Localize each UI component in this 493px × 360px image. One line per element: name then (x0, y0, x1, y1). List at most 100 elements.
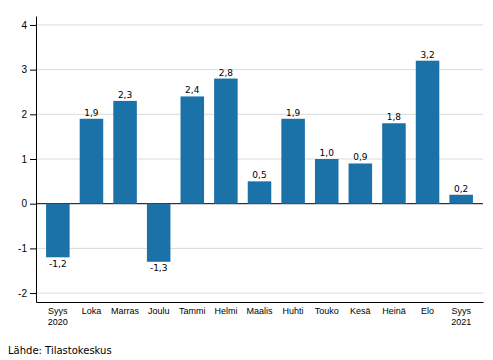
bar (80, 119, 104, 204)
grid-line (36, 24, 483, 25)
x-tick-label: Marras (111, 306, 140, 316)
x-tick-label-line: Loka (82, 306, 102, 316)
x-tick-label-line: Elo (421, 306, 434, 316)
y-tick: 2 (21, 109, 36, 120)
x-tick: Touko (315, 306, 339, 316)
data-label: 2,8 (219, 68, 234, 78)
x-tick-label: Maalis (246, 306, 273, 316)
data-label: 1,9 (84, 108, 99, 118)
bar (416, 61, 440, 204)
bar (281, 119, 305, 204)
x-tick: Huhti (283, 306, 304, 316)
grid-line (36, 293, 483, 294)
y-axis-line (36, 17, 37, 303)
x-tick: Joulu (148, 306, 170, 316)
y-tick: 3 (21, 64, 36, 75)
bar (46, 204, 70, 258)
y-tick-label: -1 (18, 243, 27, 254)
x-tick-label: Kesä (350, 306, 371, 316)
x-tick: Syys2021 (451, 306, 471, 326)
x-tick-label-line: Heinä (382, 306, 406, 316)
x-tick-label: Loka (82, 306, 102, 316)
y-tick-label: 1 (21, 154, 27, 165)
x-axis-line (37, 302, 484, 303)
source: Lähde: Tilastokeskus (8, 345, 112, 356)
x-tick-label: Heinä (382, 306, 406, 316)
data-labels: -1,2 1,9 2,3 -1,3 2,4 2,8 0,5 1,9 1,0 0,9 1,8 3,2 0,… (49, 50, 468, 273)
y-tick-label: 2 (21, 109, 27, 120)
x-tick-label: Huhti (283, 306, 304, 316)
data-label: 1,0 (320, 148, 335, 158)
x-tick-label: Touko (315, 306, 339, 316)
bars (46, 61, 473, 262)
data-label: -1,2 (49, 259, 67, 269)
data-label: 0,5 (252, 170, 266, 180)
bar (181, 96, 205, 203)
x-tick-label: Tammi (179, 306, 206, 316)
x-tick-label: Syys2021 (451, 306, 471, 326)
plot: -2-101234Syys2020LokaMarrasJouluTammiHel… (18, 17, 483, 327)
y-tick-label: -2 (18, 288, 27, 299)
x-tick: Loka (82, 306, 102, 316)
x-tick-label-line: Kesä (350, 306, 371, 316)
bar (382, 123, 406, 203)
x-tick-label-line: Huhti (283, 306, 304, 316)
chart: -2-101234Syys2020LokaMarrasJouluTammiHel… (0, 0, 493, 360)
x-tick: Tammi (179, 306, 206, 316)
data-label: 1,9 (286, 108, 301, 118)
x-tick-label: Elo (421, 306, 434, 316)
x-tick-label-line: Joulu (148, 306, 170, 316)
x-axis: Syys2020LokaMarrasJouluTammiHelmiMaalisH… (37, 303, 484, 327)
x-tick: Syys2020 (48, 306, 68, 326)
x-tick-label-line: Tammi (179, 306, 206, 316)
y-axis: -2 -1 0 1 2 3 4 (18, 17, 36, 303)
y-tick: -1 (18, 243, 36, 254)
x-tick: Maalis (246, 306, 273, 316)
y-tick-mark (30, 248, 36, 249)
y-tick: 4 (21, 20, 36, 31)
x-tick: Elo (421, 306, 434, 316)
y-tick-mark (30, 114, 36, 115)
y-tick-mark (30, 70, 36, 71)
y-tick-label: 3 (21, 64, 27, 75)
x-tick-label-line: Helmi (214, 306, 237, 316)
data-label: 2,4 (185, 85, 200, 95)
x-tick: Helmi (214, 306, 237, 316)
x-tick-label-line: Marras (111, 306, 140, 316)
y-tick: 0 (21, 198, 36, 209)
x-tick-label: Syys2020 (48, 306, 68, 326)
x-tick-label-line: Touko (315, 306, 339, 316)
bar (147, 204, 171, 262)
x-tick-label: Joulu (148, 306, 170, 316)
x-tick-label-line: Maalis (246, 306, 273, 316)
bar (449, 195, 473, 204)
data-label: -1,3 (150, 263, 168, 273)
data-label: 0,2 (454, 184, 468, 194)
x-tick-label-line: 2020 (48, 317, 68, 327)
data-label: 2,3 (118, 90, 132, 100)
bar (214, 79, 238, 204)
bar (248, 181, 272, 203)
x-tick-label-line: 2021 (451, 317, 471, 327)
y-tick: 1 (21, 154, 36, 165)
x-tick: Heinä (382, 306, 406, 316)
y-tick: -2 (18, 288, 36, 299)
x-tick-label: Helmi (214, 306, 237, 316)
bar (315, 159, 339, 204)
y-tick-label: 0 (21, 198, 27, 209)
y-tick-mark (30, 25, 36, 26)
x-tick: Kesä (350, 306, 371, 316)
grid-line (36, 248, 483, 249)
bar (113, 101, 137, 204)
y-tick-mark (30, 159, 36, 160)
x-tick-label-line: Syys (451, 306, 471, 316)
x-tick: Marras (111, 306, 140, 316)
data-label: 0,9 (353, 152, 368, 162)
data-label: 1,8 (387, 112, 402, 122)
y-tick-mark (30, 204, 36, 205)
grid (36, 25, 483, 293)
y-tick-mark (30, 293, 36, 294)
bar (349, 163, 373, 203)
data-label: 3,2 (420, 50, 434, 60)
x-tick-label-line: Syys (48, 306, 68, 316)
